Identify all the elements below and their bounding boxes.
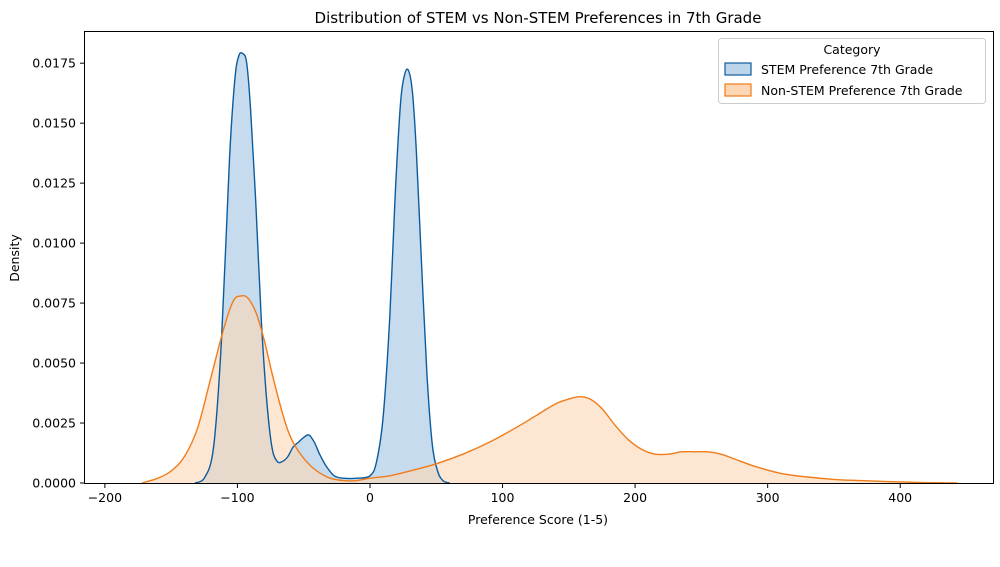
y-tick-label: 0.0050 — [32, 356, 76, 371]
x-tick-label: 400 — [888, 490, 912, 505]
y-tick-label: 0.0000 — [32, 476, 76, 491]
y-axis-label: Density — [7, 234, 22, 282]
x-tick-label: −200 — [88, 490, 122, 505]
y-tick-label: 0.0075 — [32, 296, 76, 311]
x-axis: −200 −100 0 100 200 300 400 — [88, 483, 912, 505]
plot-frame — [84, 31, 994, 484]
chart-title: Distribution of STEM vs Non-STEM Prefere… — [315, 9, 762, 27]
x-tick-label: −100 — [220, 490, 254, 505]
x-tick-label: 300 — [756, 490, 780, 505]
legend-box — [718, 38, 986, 104]
series-line-stem — [194, 51, 450, 484]
y-tick-label: 0.0175 — [32, 56, 76, 71]
y-axis: 0.0000 0.0025 0.0050 0.0075 0.0100 0.0125 0.01… — [32, 56, 85, 491]
y-tick-label: 0.0125 — [32, 176, 76, 191]
series-areas — [141, 51, 958, 484]
legend-label-stem: STEM Preference 7th Grade — [761, 62, 933, 77]
legend-label-non-stem: Non-STEM Preference 7th Grade — [761, 83, 963, 98]
x-axis-label: Preference Score (1-5) — [468, 512, 608, 527]
x-tick-label: 0 — [366, 490, 374, 505]
series-line-non-stem — [141, 294, 958, 484]
y-tick-label: 0.0025 — [32, 416, 76, 431]
y-tick-label: 0.0150 — [32, 116, 76, 131]
legend-swatch-stem — [724, 62, 752, 76]
x-tick-label: 200 — [623, 490, 647, 505]
y-tick-label: 0.0100 — [32, 236, 76, 251]
x-tick-label: 100 — [491, 490, 515, 505]
legend: Category STEM Preference 7th Grade Non-S… — [718, 38, 986, 104]
legend-title: Category — [823, 42, 881, 57]
series-area-non-stem — [142, 295, 958, 483]
legend-swatch-non-stem — [724, 83, 752, 97]
